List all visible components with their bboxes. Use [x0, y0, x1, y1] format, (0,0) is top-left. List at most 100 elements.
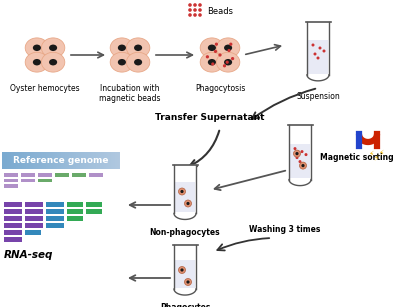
Text: ⚡: ⚡: [378, 149, 384, 157]
Circle shape: [206, 55, 209, 58]
Ellipse shape: [25, 38, 49, 58]
Circle shape: [193, 8, 197, 12]
Circle shape: [198, 3, 202, 7]
Bar: [4, 173, 18, 177]
Bar: [4, 236, 22, 242]
Bar: [38, 178, 52, 182]
Circle shape: [184, 278, 192, 286]
Ellipse shape: [25, 52, 49, 72]
Bar: [25, 216, 43, 220]
Circle shape: [184, 200, 192, 207]
Ellipse shape: [126, 38, 150, 58]
Ellipse shape: [110, 52, 134, 72]
Bar: [4, 208, 22, 213]
Polygon shape: [289, 125, 311, 180]
Circle shape: [198, 13, 202, 17]
Ellipse shape: [33, 45, 41, 51]
Circle shape: [300, 162, 306, 169]
Text: Transfer Supernatant: Transfer Supernatant: [155, 114, 265, 122]
Circle shape: [312, 44, 314, 46]
Text: RNA-seq: RNA-seq: [4, 250, 53, 259]
Circle shape: [296, 156, 298, 159]
Ellipse shape: [110, 38, 134, 58]
Circle shape: [300, 150, 304, 153]
Circle shape: [294, 147, 296, 150]
Text: Incubation with
magnetic beads: Incubation with magnetic beads: [99, 84, 161, 103]
Ellipse shape: [224, 59, 232, 65]
Ellipse shape: [118, 45, 126, 51]
Circle shape: [193, 13, 197, 17]
Circle shape: [318, 46, 322, 49]
Ellipse shape: [208, 59, 216, 65]
Polygon shape: [174, 213, 196, 220]
Ellipse shape: [208, 45, 216, 51]
Ellipse shape: [200, 38, 224, 58]
Circle shape: [295, 152, 298, 155]
Circle shape: [314, 52, 316, 56]
Circle shape: [188, 3, 192, 7]
Polygon shape: [174, 245, 196, 289]
Bar: [4, 178, 18, 182]
Bar: [67, 216, 83, 220]
Circle shape: [294, 150, 300, 157]
Circle shape: [198, 8, 202, 12]
Circle shape: [302, 164, 305, 167]
Ellipse shape: [200, 52, 224, 72]
Ellipse shape: [49, 59, 57, 65]
Text: Oyster hemocytes: Oyster hemocytes: [10, 84, 80, 93]
Text: Washing 3 times: Washing 3 times: [249, 226, 321, 235]
Bar: [4, 216, 22, 220]
Polygon shape: [307, 75, 329, 81]
Circle shape: [178, 266, 186, 274]
Text: Phagocytosis: Phagocytosis: [195, 84, 245, 93]
Bar: [25, 201, 43, 207]
Bar: [4, 184, 18, 188]
Bar: [67, 201, 83, 207]
Circle shape: [226, 60, 229, 64]
Text: Magnetic sorting: Magnetic sorting: [320, 154, 394, 162]
Text: Suspension: Suspension: [296, 92, 340, 101]
Ellipse shape: [224, 45, 232, 51]
Ellipse shape: [42, 52, 65, 72]
Circle shape: [180, 190, 184, 193]
Polygon shape: [307, 22, 329, 75]
Bar: [25, 208, 43, 213]
Circle shape: [211, 62, 214, 66]
Circle shape: [218, 53, 222, 56]
Polygon shape: [289, 180, 311, 186]
Circle shape: [227, 49, 231, 52]
Circle shape: [186, 202, 190, 205]
Bar: [25, 223, 43, 227]
Bar: [38, 173, 52, 177]
Bar: [55, 173, 69, 177]
Bar: [72, 173, 86, 177]
Bar: [86, 201, 102, 207]
Circle shape: [223, 64, 226, 68]
Bar: [175, 181, 195, 212]
Bar: [46, 201, 64, 207]
Bar: [290, 144, 310, 178]
Ellipse shape: [216, 38, 240, 58]
Ellipse shape: [118, 59, 126, 65]
Text: Beads: Beads: [207, 7, 233, 17]
Text: ⚡: ⚡: [373, 154, 379, 162]
Circle shape: [229, 43, 232, 46]
Text: ⚡: ⚡: [368, 150, 374, 158]
Bar: [25, 230, 41, 235]
Text: Phagocytes: Phagocytes: [160, 303, 210, 307]
Bar: [21, 173, 35, 177]
Bar: [67, 208, 83, 213]
Polygon shape: [174, 289, 196, 295]
Circle shape: [298, 160, 302, 163]
Circle shape: [215, 43, 218, 46]
Circle shape: [193, 3, 197, 7]
Text: Non-phagocytes: Non-phagocytes: [150, 228, 220, 237]
Circle shape: [186, 280, 190, 284]
Ellipse shape: [49, 45, 57, 51]
Bar: [308, 40, 328, 74]
Circle shape: [214, 50, 217, 53]
Bar: [46, 216, 64, 220]
Ellipse shape: [134, 59, 142, 65]
Circle shape: [180, 268, 184, 272]
Circle shape: [188, 13, 192, 17]
